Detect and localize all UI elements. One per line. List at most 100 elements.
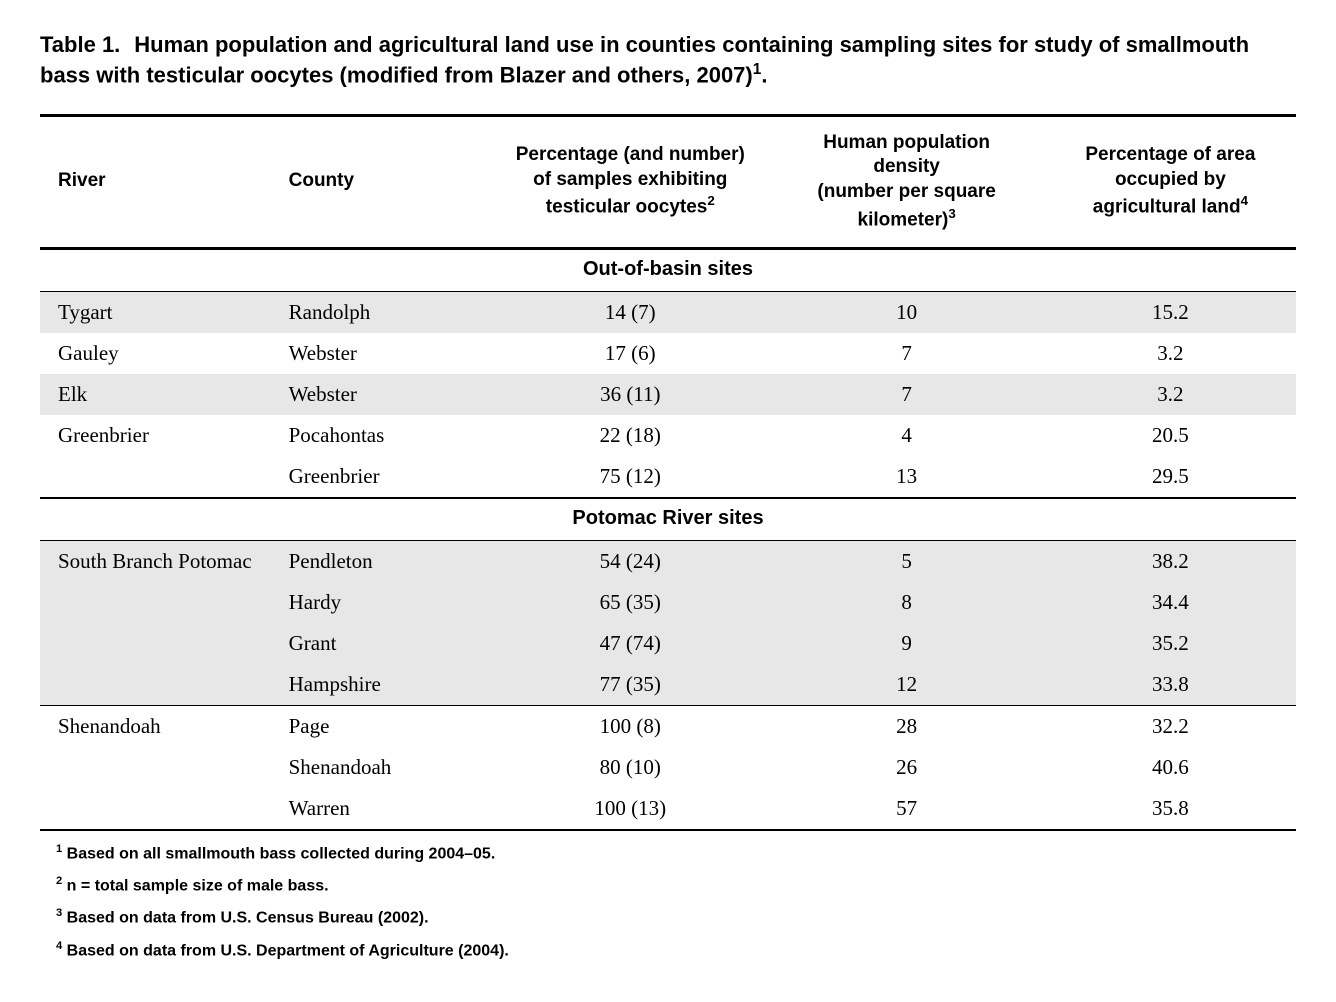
- cell-ag-land: 3.2: [1045, 374, 1296, 415]
- cell-ag-land: 29.5: [1045, 456, 1296, 498]
- cell-river: [40, 623, 279, 664]
- cell-pct-samples: 65 (35): [492, 582, 768, 623]
- cell-pop-density: 13: [768, 456, 1044, 498]
- cell-pct-samples: 22 (18): [492, 415, 768, 456]
- caption-terminator: .: [761, 62, 767, 87]
- caption-label: Table 1.: [40, 32, 120, 57]
- cell-river: Tygart: [40, 291, 279, 333]
- footnote: 1 Based on all smallmouth bass collected…: [40, 843, 1296, 863]
- cell-county: Randolph: [279, 291, 493, 333]
- col-header-pop-density: Human population density (number per squ…: [768, 115, 1044, 248]
- footnote: 3 Based on data from U.S. Census Bureau …: [40, 907, 1296, 927]
- data-table: River County Percentage (and number) of …: [40, 114, 1296, 831]
- cell-pct-samples: 77 (35): [492, 664, 768, 706]
- table-row: Greenbrier75 (12)1329.5: [40, 456, 1296, 498]
- cell-county: Webster: [279, 333, 493, 374]
- cell-county: Greenbrier: [279, 456, 493, 498]
- cell-river: Shenandoah: [40, 705, 279, 747]
- table-row: ShenandoahPage100 (8)2832.2: [40, 705, 1296, 747]
- cell-river: Gauley: [40, 333, 279, 374]
- cell-ag-land: 33.8: [1045, 664, 1296, 706]
- col-header-pop-line4: kilometer): [858, 209, 949, 230]
- cell-pop-density: 7: [768, 333, 1044, 374]
- cell-river: [40, 664, 279, 706]
- cell-county: Hardy: [279, 582, 493, 623]
- cell-river: [40, 456, 279, 498]
- col-header-pop-line2: density: [873, 156, 940, 177]
- table-caption: Table 1.Human population and agricultura…: [40, 30, 1296, 90]
- caption-text: Human population and agricultural land u…: [40, 32, 1249, 87]
- cell-ag-land: 35.2: [1045, 623, 1296, 664]
- table-row: Shenandoah80 (10)2640.6: [40, 747, 1296, 788]
- table-row: GauleyWebster17 (6)73.2: [40, 333, 1296, 374]
- cell-pct-samples: 100 (8): [492, 705, 768, 747]
- footnote-text: n = total sample size of male bass.: [62, 877, 328, 894]
- table-body: Out-of-basin sites TygartRandolph14 (7)1…: [40, 248, 1296, 830]
- cell-river: [40, 788, 279, 830]
- cell-pct-samples: 80 (10): [492, 747, 768, 788]
- cell-county: Grant: [279, 623, 493, 664]
- cell-pct-samples: 100 (13): [492, 788, 768, 830]
- table-row: Hardy65 (35)834.4: [40, 582, 1296, 623]
- table-row: South Branch PotomacPendleton54 (24)538.…: [40, 540, 1296, 582]
- cell-pct-samples: 47 (74): [492, 623, 768, 664]
- col-header-pop-line3: (number per square: [817, 181, 995, 202]
- footnotes: 1 Based on all smallmouth bass collected…: [40, 843, 1296, 960]
- section-potomac: Potomac River sites: [40, 498, 1296, 541]
- cell-pop-density: 9: [768, 623, 1044, 664]
- cell-pct-samples: 14 (7): [492, 291, 768, 333]
- table-row: GreenbrierPocahontas22 (18)420.5: [40, 415, 1296, 456]
- cell-county: Page: [279, 705, 493, 747]
- table-row: TygartRandolph14 (7)1015.2: [40, 291, 1296, 333]
- col-header-pct-sup: 2: [707, 193, 714, 208]
- cell-pop-density: 57: [768, 788, 1044, 830]
- header-row: River County Percentage (and number) of …: [40, 115, 1296, 248]
- col-header-pct-line2: of samples exhibiting: [533, 169, 727, 190]
- cell-ag-land: 40.6: [1045, 747, 1296, 788]
- col-header-ag-line1: Percentage of area: [1085, 144, 1255, 165]
- cell-county: Webster: [279, 374, 493, 415]
- cell-river: South Branch Potomac: [40, 540, 279, 582]
- col-header-pop-sup: 3: [948, 206, 955, 221]
- cell-river: [40, 582, 279, 623]
- col-header-ag-sup: 4: [1241, 193, 1248, 208]
- col-header-pop-line1: Human population: [823, 132, 990, 153]
- cell-river: Greenbrier: [40, 415, 279, 456]
- cell-ag-land: 38.2: [1045, 540, 1296, 582]
- cell-river: [40, 747, 279, 788]
- cell-ag-land: 3.2: [1045, 333, 1296, 374]
- col-header-county: County: [279, 115, 493, 248]
- footnote-text: Based on all smallmouth bass collected d…: [62, 845, 495, 862]
- cell-ag-land: 20.5: [1045, 415, 1296, 456]
- cell-county: Hampshire: [279, 664, 493, 706]
- col-header-ag-line3: agricultural land: [1093, 197, 1241, 218]
- footnote: 4 Based on data from U.S. Department of …: [40, 940, 1296, 960]
- cell-pop-density: 12: [768, 664, 1044, 706]
- cell-pop-density: 28: [768, 705, 1044, 747]
- table-row: Warren100 (13)5735.8: [40, 788, 1296, 830]
- cell-pct-samples: 75 (12): [492, 456, 768, 498]
- cell-ag-land: 32.2: [1045, 705, 1296, 747]
- cell-pop-density: 8: [768, 582, 1044, 623]
- section-header: Out-of-basin sites: [40, 248, 1296, 291]
- cell-pop-density: 7: [768, 374, 1044, 415]
- col-header-pct-line1: Percentage (and number): [516, 144, 745, 165]
- cell-pct-samples: 17 (6): [492, 333, 768, 374]
- footnote-text: Based on data from U.S. Census Bureau (2…: [62, 910, 428, 927]
- footnote: 2 n = total sample size of male bass.: [40, 875, 1296, 895]
- col-header-pct-samples: Percentage (and number) of samples exhib…: [492, 115, 768, 248]
- cell-pct-samples: 36 (11): [492, 374, 768, 415]
- cell-ag-land: 15.2: [1045, 291, 1296, 333]
- cell-pop-density: 5: [768, 540, 1044, 582]
- section-header: Potomac River sites: [40, 498, 1296, 541]
- cell-county: Shenandoah: [279, 747, 493, 788]
- col-header-river: River: [40, 115, 279, 248]
- cell-ag-land: 35.8: [1045, 788, 1296, 830]
- cell-pop-density: 4: [768, 415, 1044, 456]
- cell-pop-density: 10: [768, 291, 1044, 333]
- footnote-text: Based on data from U.S. Department of Ag…: [62, 942, 509, 959]
- cell-county: Pocahontas: [279, 415, 493, 456]
- table-row: ElkWebster36 (11)73.2: [40, 374, 1296, 415]
- cell-pop-density: 26: [768, 747, 1044, 788]
- cell-county: Warren: [279, 788, 493, 830]
